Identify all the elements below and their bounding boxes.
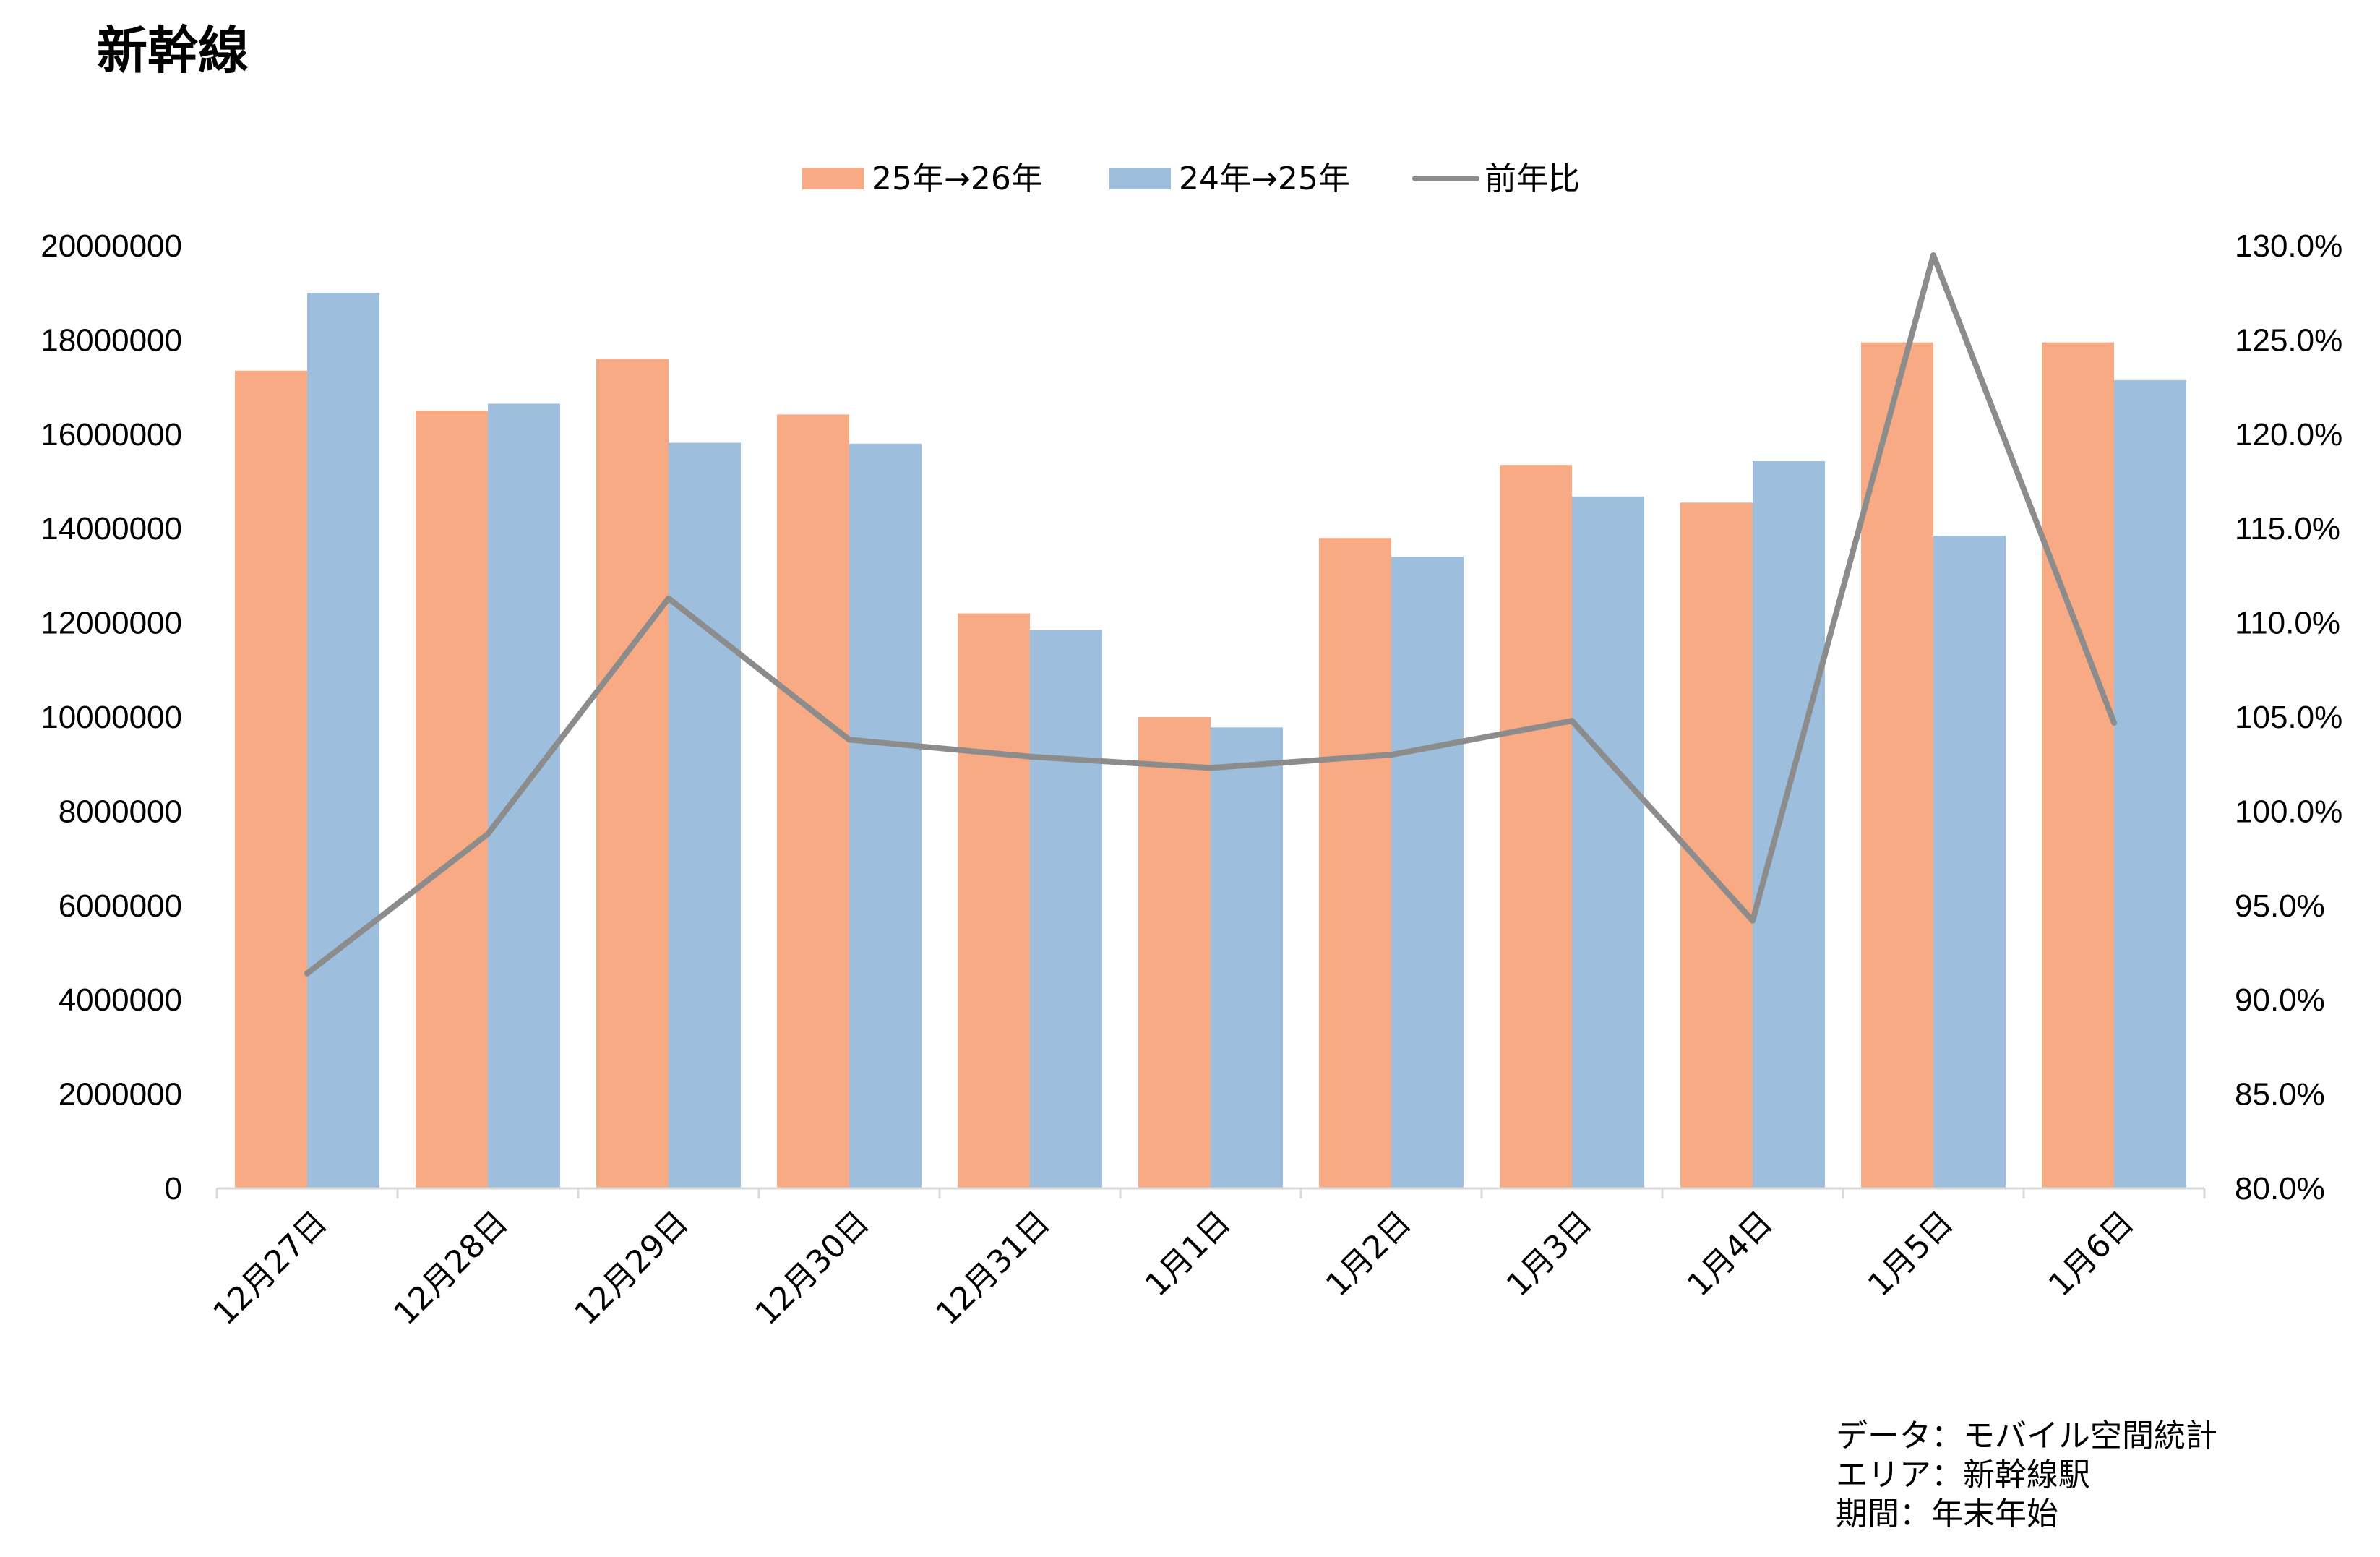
bar-current-3 <box>596 359 669 1189</box>
y-right-tick-label: 105.0% <box>2235 700 2342 735</box>
x-tick-label: 1月2日 <box>1319 1204 1419 1304</box>
ratio-point-11 <box>2111 719 2117 726</box>
source-line-data: データ：モバイル空間統計 <box>1836 1417 2217 1454</box>
y-right-tick-label: 90.0% <box>2235 982 2325 1018</box>
legend-swatch-1 <box>802 168 864 189</box>
bar-previous-10 <box>1933 535 2006 1188</box>
bar-previous-3 <box>669 442 741 1188</box>
x-tick-label: 1月1日 <box>1138 1204 1238 1304</box>
source-line-area: エリア：新幹線駅 <box>1836 1457 2090 1493</box>
ratio-point-5 <box>1027 753 1033 760</box>
left-axis: 0 2000000 4000000 6000000 8000000 10000000 120… <box>40 228 182 1206</box>
bar-previous-9 <box>1753 460 1825 1188</box>
y-right-tick-label: 125.0% <box>2235 322 2342 358</box>
y-left-tick-label: 8000000 <box>59 794 182 829</box>
y-left-tick-label: 16000000 <box>40 417 182 452</box>
x-tick-label: 1月5日 <box>1861 1204 1961 1304</box>
bar-current-11 <box>2042 342 2114 1188</box>
x-tick-label: 12月30日 <box>748 1204 876 1332</box>
y-right-tick-label: 130.0% <box>2235 228 2342 264</box>
ratio-point-2 <box>485 831 491 837</box>
y-left-tick-label: 14000000 <box>40 511 182 546</box>
bar-current-1 <box>235 370 307 1188</box>
x-tick-label: 1月3日 <box>1500 1204 1599 1304</box>
x-axis: 12月27日 12月28日 12月29日 12月30日 12月31日 1月1日 1月2日 1月… <box>206 1187 2206 1332</box>
legend-label-1: 25年→26年 <box>872 160 1043 197</box>
bar-previous-2 <box>488 403 560 1189</box>
bar-previous-7 <box>1391 557 1464 1188</box>
ratio-point-3 <box>666 595 671 601</box>
ratio-point-10 <box>1930 252 1936 259</box>
y-right-tick-label: 100.0% <box>2235 794 2342 829</box>
x-tick-label: 12月31日 <box>929 1204 1057 1332</box>
bar-current-10 <box>1861 342 1933 1188</box>
bar-previous-11 <box>2114 379 2186 1188</box>
bar-current-6 <box>1138 717 1211 1188</box>
y-left-tick-label: 2000000 <box>59 1077 182 1112</box>
bar-current-7 <box>1319 538 1391 1188</box>
y-left-tick-label: 4000000 <box>59 982 182 1018</box>
x-tick-label: 12月28日 <box>387 1204 515 1332</box>
bar-previous-5 <box>1030 630 1102 1188</box>
legend-swatch-2 <box>1109 168 1171 189</box>
y-left-tick-label: 18000000 <box>40 322 182 358</box>
source-line-period: 期間：年末年始 <box>1836 1496 2058 1532</box>
legend-label-2: 24年→25年 <box>1179 160 1350 197</box>
y-left-tick-label: 6000000 <box>59 888 182 924</box>
legend: 25年→26年 24年→25年 前年比 <box>802 160 1580 197</box>
y-left-tick-label: 20000000 <box>40 228 182 264</box>
ratio-point-9 <box>1750 917 1756 924</box>
x-tick-label: 12月29日 <box>567 1204 695 1332</box>
bars <box>235 293 2186 1189</box>
bar-previous-4 <box>849 443 922 1188</box>
ratio-point-8 <box>1569 718 1575 724</box>
y-left-tick-label: 10000000 <box>40 700 182 735</box>
bar-current-8 <box>1500 465 1572 1188</box>
ratio-point-4 <box>846 737 852 743</box>
ratio-line <box>304 252 2117 977</box>
ratio-point-6 <box>1208 765 1213 771</box>
x-tick-label: 12月27日 <box>206 1204 334 1332</box>
y-right-tick-label: 95.0% <box>2235 888 2325 924</box>
y-left-tick-label: 12000000 <box>40 606 182 641</box>
y-right-tick-label: 85.0% <box>2235 1077 2325 1112</box>
x-tick-label: 1月6日 <box>2042 1204 2141 1304</box>
y-right-tick-label: 80.0% <box>2235 1171 2325 1206</box>
bar-previous-8 <box>1572 496 1644 1188</box>
ratio-point-7 <box>1388 752 1394 758</box>
chart-title: 新幹線 <box>97 21 249 80</box>
y-left-tick-label: 0 <box>165 1171 182 1206</box>
x-tick-label: 1月4日 <box>1680 1204 1780 1304</box>
bar-current-4 <box>777 414 849 1188</box>
right-axis: 80.0% 85.0% 90.0% 95.0% 100.0% 105.0% 110.0% 11… <box>2235 228 2342 1206</box>
ratio-point-1 <box>304 970 310 977</box>
legend-label-3: 前年比 <box>1485 160 1580 197</box>
bar-previous-6 <box>1211 727 1283 1188</box>
bar-current-9 <box>1680 502 1753 1188</box>
bar-previous-1 <box>307 293 379 1189</box>
y-right-tick-label: 120.0% <box>2235 417 2342 452</box>
bar-current-2 <box>416 411 488 1189</box>
bar-current-5 <box>958 613 1030 1188</box>
y-right-tick-label: 110.0% <box>2235 606 2340 641</box>
y-right-tick-label: 115.0% <box>2235 511 2340 546</box>
